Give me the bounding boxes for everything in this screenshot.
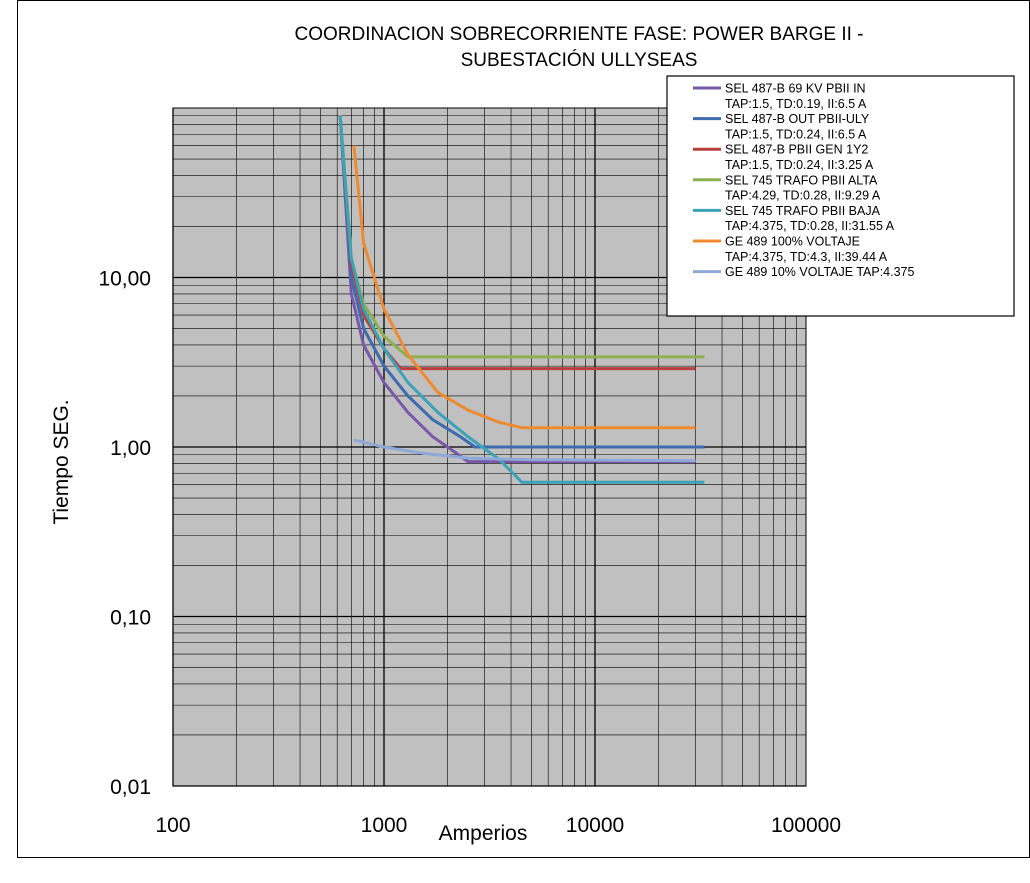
- legend-label-2: SEL 487-B OUT PBII-ULY: [725, 112, 870, 126]
- series-line-6: [352, 145, 696, 430]
- plot-border: [172, 107, 807, 787]
- legend-detail-4: TAP:4.29, TD:0.28, II:9.29 A: [725, 189, 881, 203]
- x-tick-label: 100: [155, 814, 190, 837]
- legend-label-5: SEL 745 TRAFO PBII BAJA: [725, 204, 881, 218]
- curves: [338, 115, 705, 484]
- legend-label-6: GE 489 100% VOLTAJE: [725, 235, 860, 249]
- y-tick-label: 10,00: [98, 268, 151, 291]
- legend-detail-2: TAP:1.5, TD:0.24, II:6.5 A: [725, 127, 867, 141]
- legend-box: [666, 75, 1015, 317]
- y-tick-label: 1,00: [110, 437, 151, 460]
- x-tick-label: 100000: [771, 814, 841, 837]
- y-axis-label: Tiempo SEG.: [50, 399, 73, 524]
- x-axis-label: Amperios: [439, 822, 528, 845]
- tick-labels: 100 1000 10000 100000 0,01 0,10 1,00 10,00: [98, 268, 841, 838]
- legend-label-4: SEL 745 TRAFO PBII ALTA: [725, 173, 878, 187]
- legend-label-3: SEL 487-B PBII GEN 1Y2: [725, 143, 868, 157]
- legend-label-1: SEL 487-B 69 KV PBII IN: [725, 82, 866, 96]
- legend-detail-1: TAP:1.5, TD:0.19, II:6.5 A: [725, 97, 867, 111]
- legend-detail-6: TAP:4.375, TD:4.3, II:39.44 A: [725, 250, 888, 264]
- x-tick-label: 10000: [566, 814, 624, 837]
- legend-detail-3: TAP:1.5, TD:0.24, II:3.25 A: [725, 158, 874, 172]
- y-tick-label: 0,10: [110, 607, 151, 630]
- y-tick-label: 0,01: [110, 776, 151, 799]
- series-line-2: [338, 115, 705, 449]
- legend-detail-5: TAP:4.375, TD:0.28, II:31.55 A: [725, 219, 895, 233]
- chart-title-line1: COORDINACION SOBRECORRIENTE FASE: POWER …: [294, 24, 863, 45]
- chart-title-line2: SUBESTACIÓN ULLYSEAS: [461, 49, 698, 71]
- series-line-7: [353, 438, 696, 463]
- x-tick-label: 1000: [361, 814, 408, 837]
- series-line-5: [338, 115, 705, 484]
- legend-label-7: GE 489 10% VOLTAJE TAP:4.375: [725, 265, 915, 279]
